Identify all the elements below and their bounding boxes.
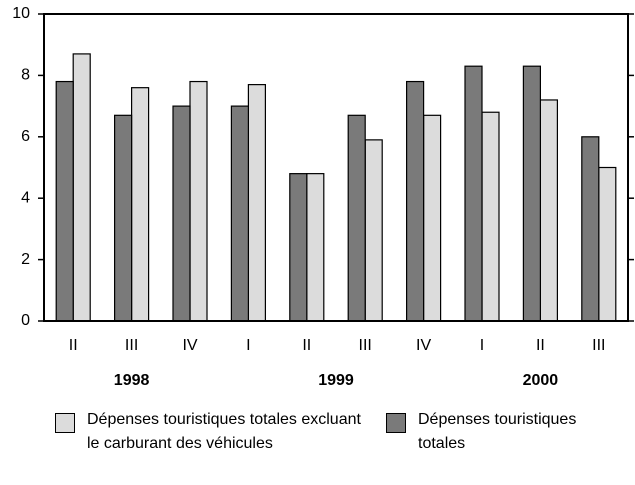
legend-item: Dépenses touristiques totales excluant l…: [55, 411, 367, 456]
legend-label: Dépenses touristiques totales: [418, 411, 577, 452]
x-tick-label: II: [69, 337, 78, 354]
bar: [364, 139, 383, 322]
bar: [464, 65, 483, 322]
x-tick-label: III: [125, 337, 138, 354]
bar: [289, 173, 308, 322]
bar: [481, 111, 500, 322]
bar: [539, 99, 559, 322]
x-tick-label: II: [302, 337, 311, 354]
x-tick-label: III: [592, 337, 605, 354]
y-tick-label: 0: [21, 312, 30, 329]
y-tick-label: 10: [12, 5, 30, 22]
legend-label: Dépenses touristiques totales excluant l…: [87, 411, 361, 452]
y-tick-label: 6: [21, 128, 30, 145]
legend-swatch: [55, 413, 75, 433]
plot-frame: [43, 13, 629, 322]
x-tick-label: III: [359, 337, 372, 354]
x-tick-label: II: [536, 337, 545, 354]
bar: [347, 114, 366, 322]
y-tick-label: 2: [21, 251, 30, 268]
x-tick-label: IV: [416, 337, 431, 354]
y-tick-label: 8: [21, 67, 30, 84]
y-tick-label: 4: [21, 189, 30, 206]
bar: [230, 105, 249, 322]
bar: [522, 65, 542, 322]
year-label: 1998: [114, 372, 150, 389]
bar: [247, 84, 266, 322]
bar: [72, 53, 91, 322]
year-label: 2000: [523, 372, 559, 389]
bar: [55, 80, 74, 322]
bar: [189, 80, 208, 322]
bar: [581, 136, 600, 322]
bar: [598, 166, 617, 322]
bar: [306, 173, 325, 322]
x-tick-label: I: [480, 337, 484, 354]
bar: [131, 87, 150, 322]
legend-swatch: [386, 413, 406, 433]
bar: [113, 114, 133, 322]
year-label: 1999: [318, 372, 354, 389]
bar: [172, 105, 191, 322]
bar: [406, 80, 425, 322]
legend-item: Dépenses touristiques totales: [386, 411, 608, 456]
x-tick-label: IV: [182, 337, 197, 354]
bar: [423, 114, 442, 322]
x-tick-label: I: [246, 337, 250, 354]
